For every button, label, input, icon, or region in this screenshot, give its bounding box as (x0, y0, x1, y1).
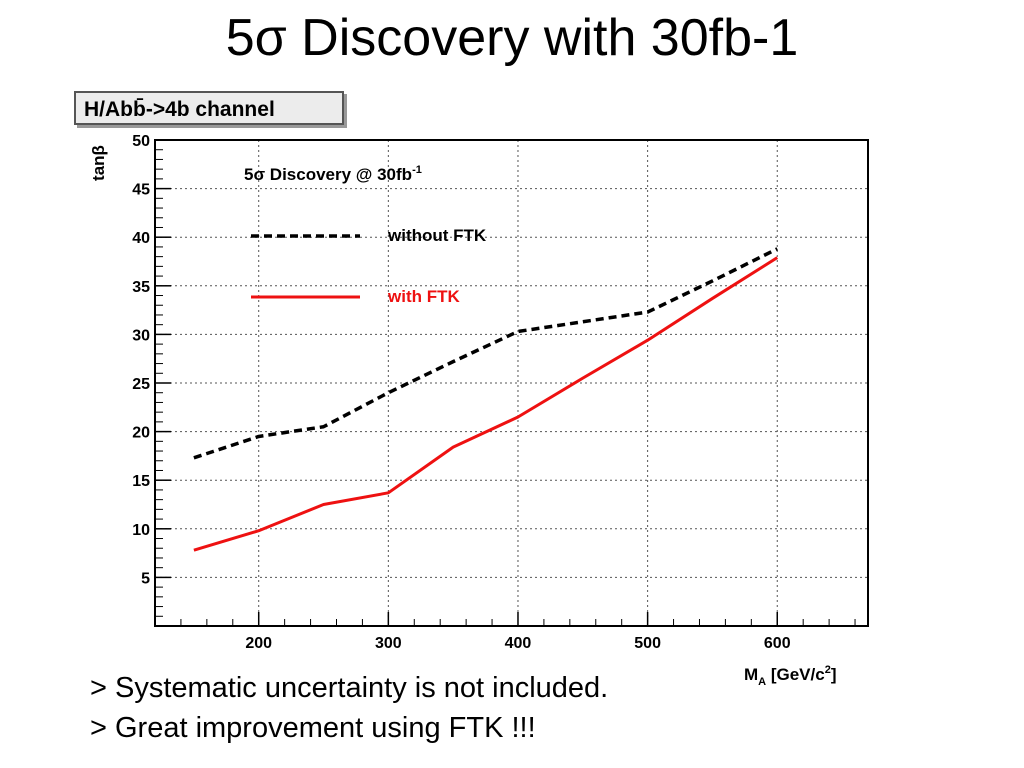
x-axis-label-sub: A (758, 676, 766, 688)
x-tick-label: 400 (505, 635, 532, 652)
chart-title: 5σ Discovery @ 30fb-1 (244, 164, 422, 184)
slide-title: 5σ Discovery with 30fb-1 (225, 9, 799, 67)
x-axis-label: MA [GeV/c2] (744, 664, 837, 688)
y-tick-label: 5 (141, 570, 150, 587)
legend-label-without-ftk: without FTK (387, 226, 487, 245)
y-tick-label: 50 (132, 133, 150, 150)
y-tick-label: 15 (132, 473, 150, 490)
x-axis-label-units: [GeV/c (766, 665, 825, 684)
note-line-2: > Great improvement using FTK !!! (90, 712, 536, 744)
x-tick-label: 600 (764, 635, 791, 652)
series-line-without-ftk (193, 247, 779, 460)
note-line-1: > Systematic uncertainty is not included… (90, 672, 609, 704)
slide-notes: > Systematic uncertainty is not included… (90, 668, 608, 748)
y-tick-label: 20 (132, 425, 150, 442)
y-tick-label: 10 (132, 522, 150, 539)
chart-title-main: 5σ Discovery @ 30fb (244, 165, 412, 184)
x-axis-label-end: ] (831, 665, 837, 684)
x-tick-label: 500 (634, 635, 661, 652)
axis-ticks: 200 300 400 500 600 5 10 15 20 25 30 35 40 45 50 (132, 133, 856, 652)
x-tick-label: 200 (245, 635, 272, 652)
y-tick-label: 35 (132, 279, 150, 296)
legend-label-with-ftk: with FTK (387, 287, 460, 306)
x-tick-label: 300 (375, 635, 402, 652)
grid-lines (155, 140, 868, 626)
channel-label: H/Abb̄->4b channel (74, 91, 344, 125)
y-tick-label: 30 (132, 327, 150, 344)
y-tick-label: 45 (132, 182, 150, 199)
y-tick-label: 40 (132, 230, 150, 247)
y-tick-label: 25 (132, 376, 150, 393)
series-lines (193, 247, 779, 552)
chart-title-sup: -1 (412, 164, 422, 176)
x-axis-label-main: M (744, 665, 758, 684)
x-axis-label-sup: 2 (825, 664, 831, 676)
y-axis-label: tanβ (89, 145, 108, 181)
series-line-with-ftk (193, 256, 779, 552)
